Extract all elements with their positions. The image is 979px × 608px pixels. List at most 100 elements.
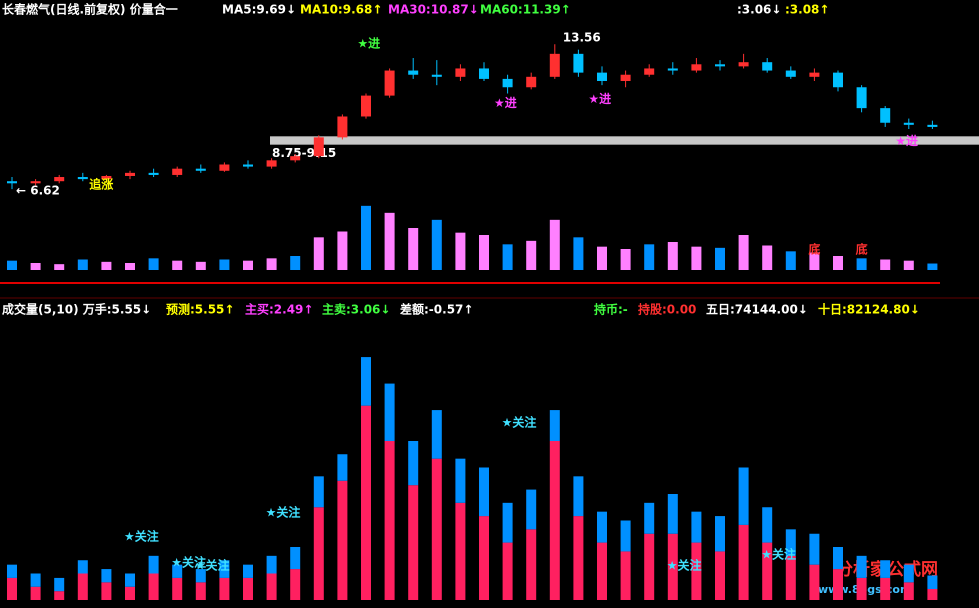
forecast: 预测:5.55↑	[166, 302, 234, 317]
band	[270, 136, 979, 145]
volume-title: 成交量(5,10) 万手:5.55↓	[2, 302, 151, 317]
candle-body	[526, 76, 537, 88]
volume-bar	[691, 246, 702, 270]
candle-body	[644, 68, 655, 75]
annotation: 底	[856, 242, 868, 257]
volume-bar	[479, 235, 489, 270]
buy-bar	[384, 441, 395, 600]
candle-body	[785, 70, 796, 77]
candle-body	[691, 64, 702, 71]
sell-bar	[361, 357, 371, 406]
candle-body	[738, 62, 749, 67]
annotation: ← 6.62	[16, 184, 60, 198]
sell-bar	[30, 573, 41, 587]
annotation: ★关注	[266, 505, 301, 520]
buy-bar	[408, 485, 419, 600]
volume-bar	[927, 263, 938, 270]
annotation: ★关注	[171, 555, 206, 570]
buy-bar	[479, 516, 489, 600]
buy-bar	[549, 441, 560, 600]
sell-bar	[644, 502, 655, 534]
ten-day: 十日:82124.80↓	[818, 302, 920, 317]
volume-bar	[880, 259, 891, 270]
buy-bar	[101, 582, 112, 600]
volume-bar	[903, 260, 914, 270]
sell-bar	[526, 489, 537, 530]
sell-bar	[148, 555, 159, 574]
buy-bar	[7, 577, 17, 600]
candle-body	[172, 168, 183, 175]
sell-bar	[549, 410, 560, 441]
annotation: ★进	[588, 91, 611, 106]
candle-body	[101, 175, 112, 180]
value: :3.06↓	[737, 3, 781, 17]
candle-body	[384, 70, 395, 96]
buy-bar	[738, 524, 749, 600]
sell-bar	[266, 555, 277, 574]
ma30: MA30:10.87↓	[388, 3, 479, 17]
buy-bar	[903, 582, 914, 600]
buy-bar	[785, 555, 796, 600]
five-day: 五日:74144.00↓	[706, 303, 808, 317]
buy-bar	[809, 564, 820, 600]
sell-bar	[785, 529, 796, 556]
volume-bar	[715, 247, 725, 270]
volume-bar	[313, 237, 324, 270]
buy-bar	[715, 551, 725, 600]
volume-bar	[77, 259, 88, 270]
buy-bar	[620, 551, 631, 600]
candle-body	[243, 164, 253, 167]
volume-bar	[809, 252, 820, 270]
sell-bar	[762, 507, 773, 543]
sell-bar	[455, 458, 466, 503]
volume-bar	[620, 249, 631, 270]
candle-body	[408, 70, 419, 75]
buy-bar	[573, 516, 584, 600]
volume-bar	[667, 242, 678, 270]
volume-bar	[502, 244, 513, 270]
candle-body	[833, 72, 843, 88]
candle-body	[361, 95, 371, 117]
sell-bar	[77, 560, 88, 574]
candle-body	[927, 124, 938, 127]
sell-bar	[573, 476, 584, 517]
volume-bar	[573, 237, 584, 270]
volume-bar	[738, 235, 749, 270]
buy-bar	[337, 480, 348, 600]
volume-bar	[172, 260, 183, 270]
candle-body	[125, 172, 135, 176]
sell-bar	[243, 564, 253, 578]
buy-bar	[644, 533, 655, 600]
buy-bar	[30, 586, 41, 600]
buy-bar	[125, 586, 135, 600]
buy-bar	[313, 507, 324, 600]
buy-bar	[762, 542, 773, 600]
candle-body	[620, 74, 631, 81]
candle-body	[667, 68, 678, 71]
volume-bar	[337, 231, 348, 270]
buy-bar	[195, 582, 206, 600]
candle-body	[7, 181, 17, 184]
candle-body	[266, 160, 277, 167]
buy-bar	[502, 542, 513, 600]
sell-bar	[125, 573, 135, 587]
sell-bar	[880, 560, 891, 578]
value: :3.08↑	[785, 3, 829, 17]
volume-bar	[455, 232, 466, 270]
sell-bar	[313, 476, 324, 508]
sell-bar	[856, 555, 867, 578]
buy-bar	[77, 573, 88, 600]
candle-body	[30, 181, 41, 184]
annotation: ★关注	[667, 558, 702, 573]
sell-bar	[290, 547, 301, 570]
candle-body	[290, 156, 301, 161]
volume-bar	[243, 260, 253, 270]
candle-body	[903, 122, 914, 125]
candle-body	[479, 68, 489, 79]
sell-bar	[502, 502, 513, 543]
sell-bar	[195, 569, 206, 583]
annotation: ★关注	[761, 547, 796, 562]
